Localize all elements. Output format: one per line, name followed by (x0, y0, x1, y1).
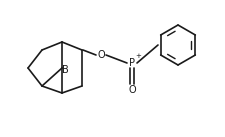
Text: +: + (135, 53, 141, 59)
Text: O: O (97, 50, 105, 60)
Text: O: O (128, 85, 136, 95)
Text: P: P (129, 58, 135, 68)
Text: B: B (62, 65, 68, 75)
